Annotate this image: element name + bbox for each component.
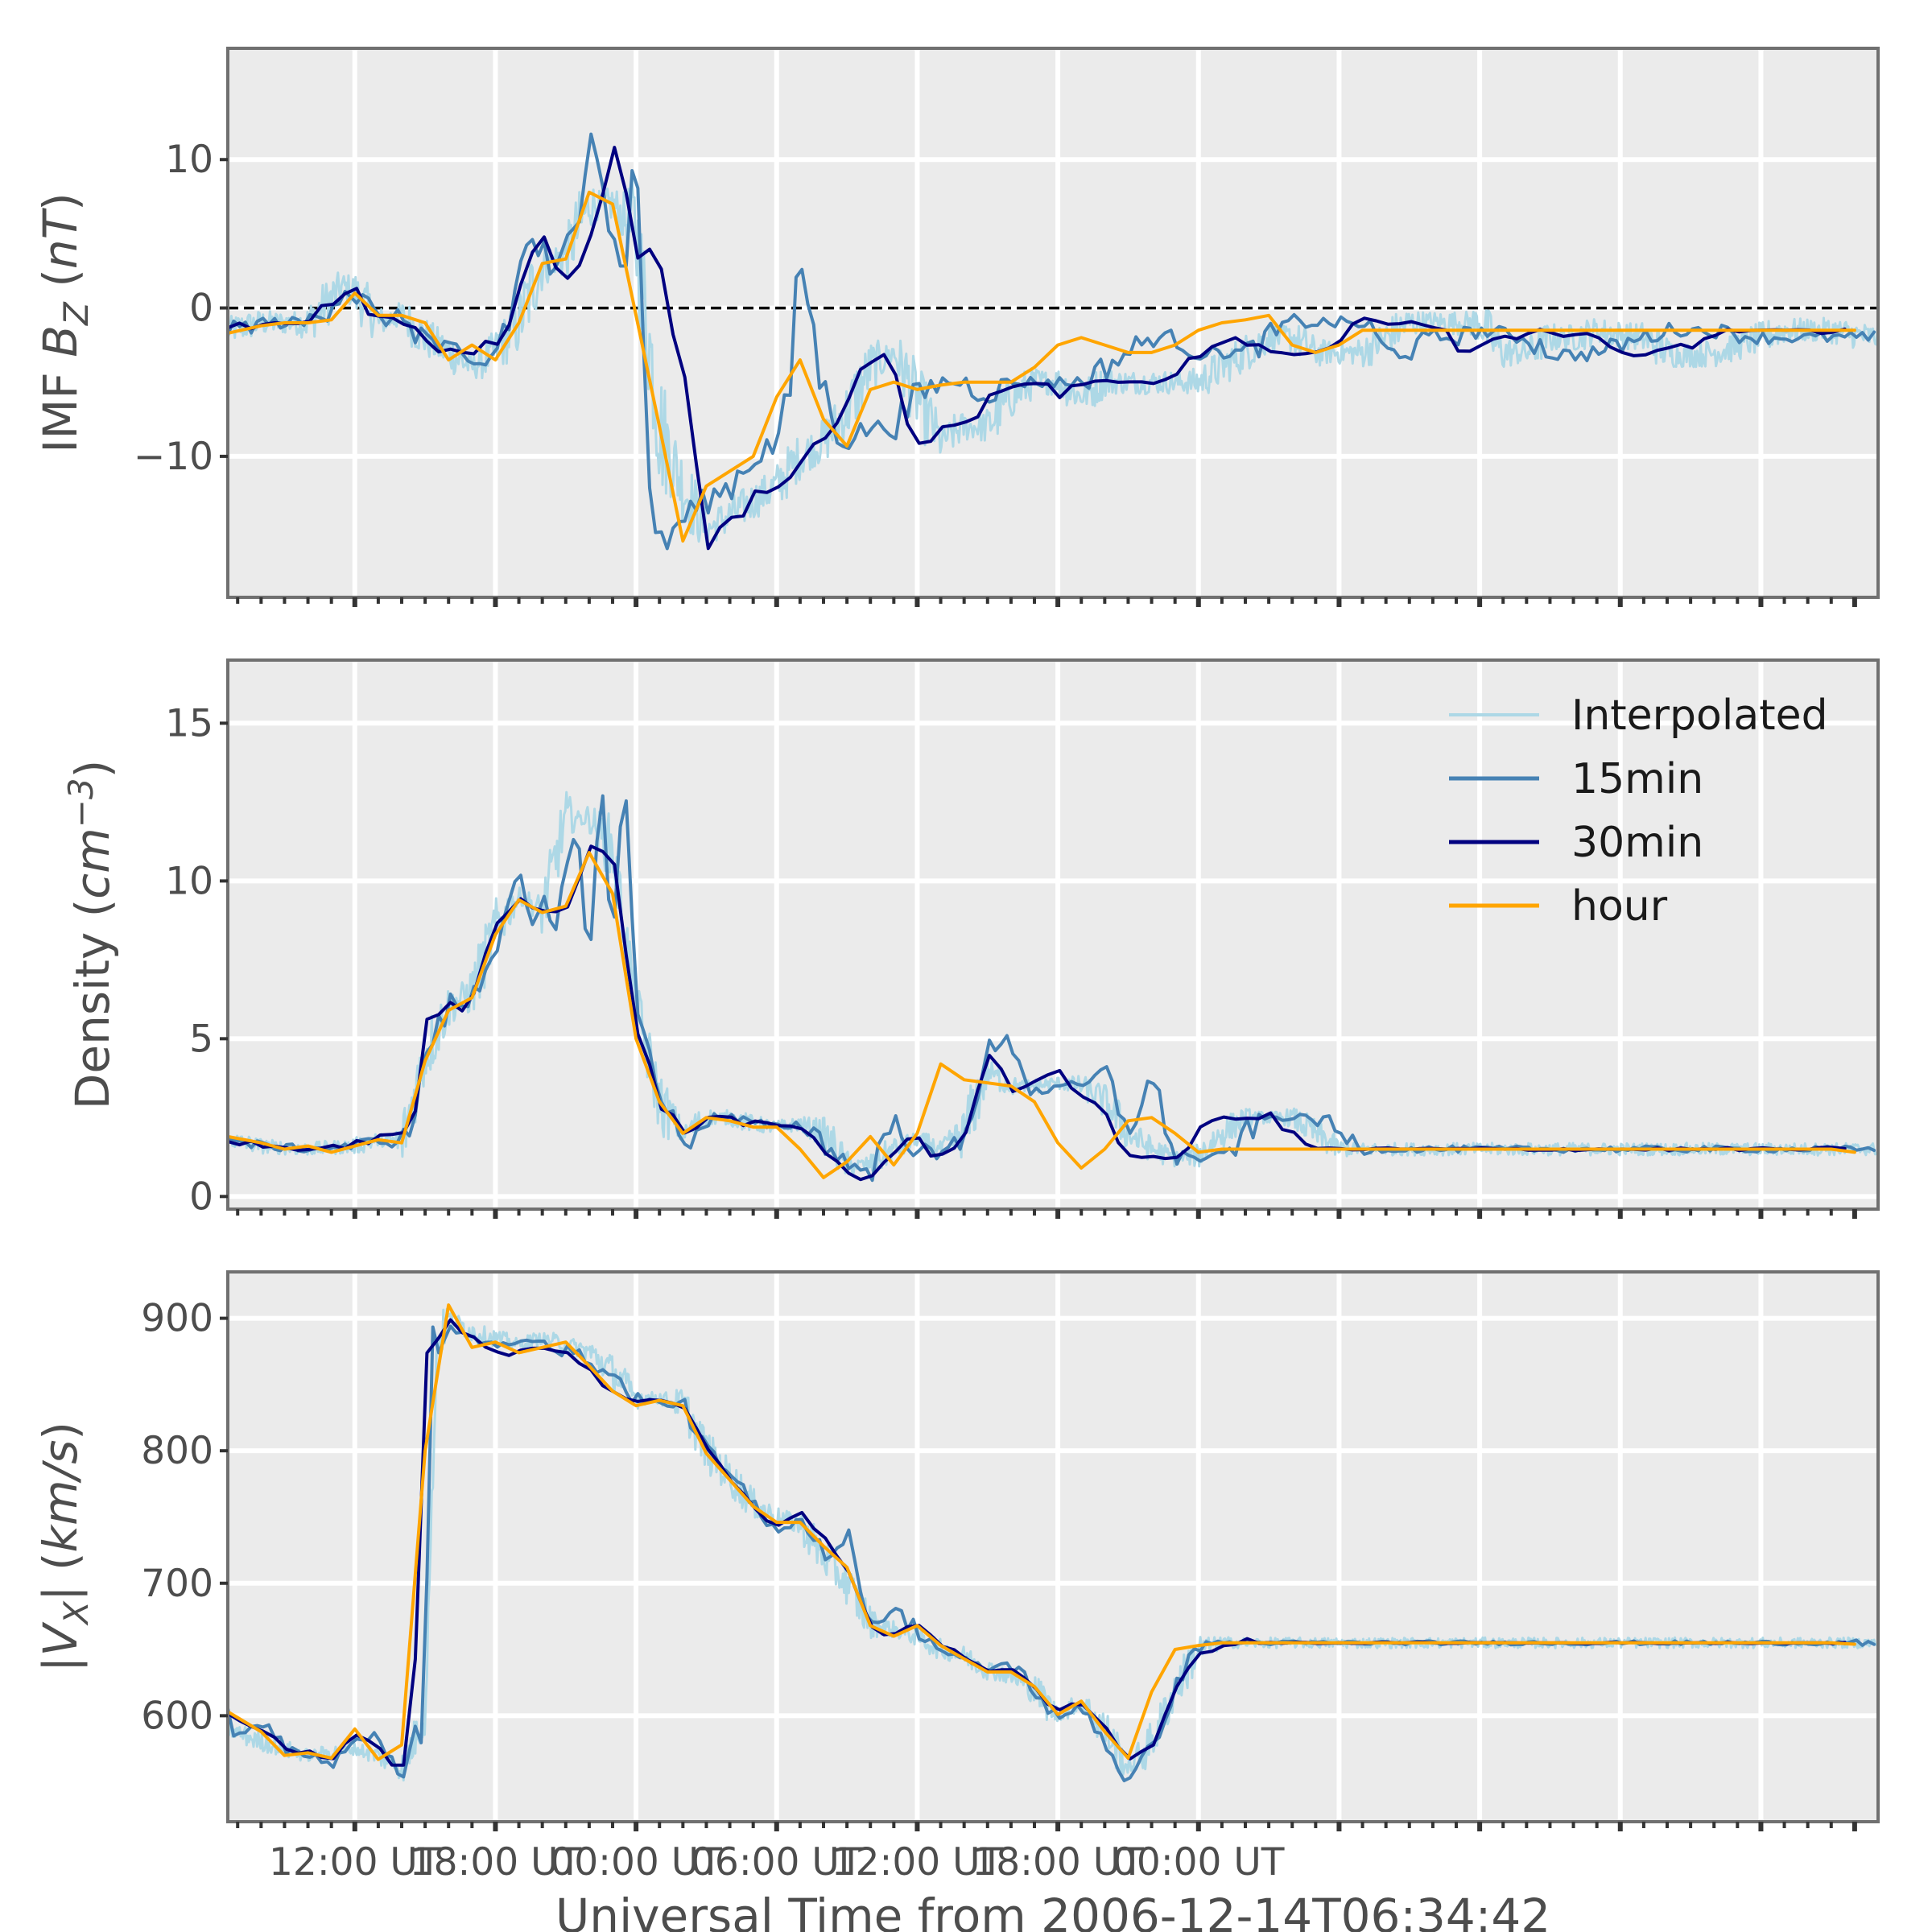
x-tick-label: 18:00 UT [972,1840,1144,1885]
y-label-text: Density ( [65,899,120,1110]
y-label-superscript: −3 [61,778,101,828]
y-tick-label: −10 [134,435,213,479]
x-tick-label: 12:00 UT [269,1840,441,1885]
y-label-subscript: X [56,1600,96,1626]
legend-label-30min: 30min [1571,819,1703,867]
y-label-unit-close: ) [33,192,88,211]
x-tick-label: 00:00 UT [550,1840,722,1885]
y-label-unit: ) [65,760,120,778]
x-tick-label: 00:00 UT [1113,1840,1285,1885]
y-tick-label: 15 [165,701,213,745]
legend: Interpolated 15min 30min hour [1449,691,1828,931]
plot-area [228,660,1878,1209]
y-label-text: | [33,1657,88,1673]
y-tick-label: 800 [141,1429,213,1473]
y-label-variable: cm [65,828,120,898]
y-tick-label: 0 [189,1174,213,1219]
y-tick-label: 10 [165,138,213,182]
series-group [228,132,1878,551]
plot-frame [226,1270,1880,1823]
y-label-unit-close: ) [33,1422,88,1440]
y-tick-label: 700 [141,1562,213,1606]
plot-frame [226,47,1880,599]
y-label-text: IMF [33,357,88,453]
y-label-unit-value: km/s [33,1440,88,1553]
series-group [228,1303,1878,1782]
series-line-30min [228,146,1847,551]
panel-density: 15 10 5 0 Density (cm−3) Interpolated 15min 30m… [61,658,1880,1219]
plot-frame [226,658,1880,1211]
series-line-hour [228,851,1856,1179]
y-tick-label: 600 [141,1694,213,1738]
y-label-variable: V [33,1621,88,1657]
y-label-unit: | ( [33,1552,88,1601]
y-axis-label: IMF BZ (nT) [33,192,96,452]
y-label-unit-value: nT [33,207,88,269]
x-tick-label: 06:00 UT [691,1840,863,1885]
y-tick-label: 0 [189,287,213,331]
legend-label-15min: 15min [1571,755,1703,803]
y-tick-label: 5 [189,1017,213,1061]
plot-area [228,1272,1878,1822]
x-tick-label: 12:00 UT [832,1840,1004,1885]
y-label-subscript: Z [56,301,96,326]
y-label-variable: B [33,325,88,357]
y-label-unit: ( [33,269,88,302]
legend-label-hour: hour [1571,882,1668,931]
panel-imf-bz: 10 0 −10 IMF BZ (nT) [33,47,1880,607]
y-axis-label: |VX| (km/s) [33,1422,96,1672]
legend-label-Interpolated: Interpolated [1571,691,1828,740]
series-group [228,791,1878,1183]
x-tick-label: 18:00 UT [410,1840,582,1885]
series-line-15min [228,132,1876,551]
series-line-hour [228,1303,1856,1761]
y-tick-label: 900 [141,1297,213,1341]
y-tick-label: 10 [165,859,213,903]
plot-area [228,48,1878,597]
x-axis-label: Universal Time from 2006-12-14T06:34:42 [555,1889,1550,1932]
y-axis-label: Density (cm−3) [61,760,120,1110]
series-line-hour [228,190,1856,543]
